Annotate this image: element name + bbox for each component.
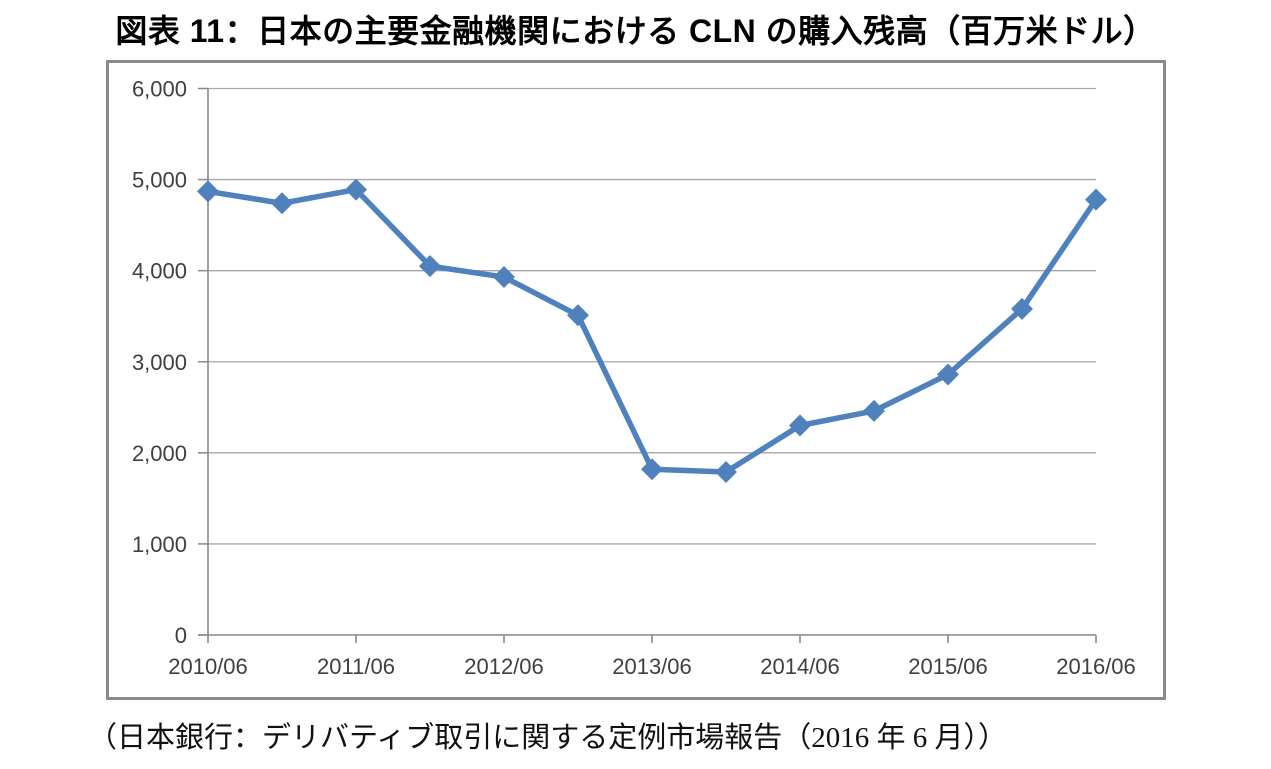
x-tick-label-2013/06: 2013/06 [612,654,692,679]
data-point-2010/06 [197,180,219,203]
data-point-2015/06 [937,363,959,386]
y-tick-label-6,000: 6,000 [132,77,187,102]
source-caption: （日本銀行：デリバティブ取引に関する定例市場報告（2016 年 6 月）） [88,722,1008,754]
y-tick-label-0: 0 [175,623,187,648]
y-tick-label-4,000: 4,000 [132,259,187,284]
data-point-2016/06 [1085,188,1107,211]
x-tick-label-2011/06: 2011/06 [317,654,395,679]
figure-title: 図表 11：日本の主要金融機関における CLN の購入残高（百万米ドル） [115,13,1156,49]
data-point-2013/06 [641,458,663,481]
x-tick-label-2015/06: 2015/06 [908,654,988,679]
data-point-2010/12 [271,192,293,215]
data-point-2012/06 [493,266,515,289]
data-point-2011/06 [345,178,367,201]
x-tick-label-2012/06: 2012/06 [464,654,544,679]
x-tick-label-2010/06: 2010/06 [168,654,248,679]
chart-svg: 0 1,000 2,000 3,000 4,000 5,000 6,000 2010/06 20… [132,77,1136,680]
y-tick-label-2,000: 2,000 [132,441,187,466]
data-line [205,186,1099,475]
y-tick-label-5,000: 5,000 [132,168,187,193]
data-point-2015/12 [1011,297,1033,320]
y-tick-label-3,000: 3,000 [132,350,187,375]
data-point-2013/12 [715,460,737,483]
data-point-2014/06 [789,414,811,437]
x-tick-label-2014/06: 2014/06 [760,654,840,679]
x-tick-label-2016/06: 2016/06 [1056,654,1136,679]
data-point-2014/12 [863,399,885,422]
data-point-2012/12 [567,304,589,327]
chart-frame: 0 1,000 2,000 3,000 4,000 5,000 6,000 2010/06 20… [106,60,1166,700]
y-tick-label-1,000: 1,000 [132,532,187,557]
